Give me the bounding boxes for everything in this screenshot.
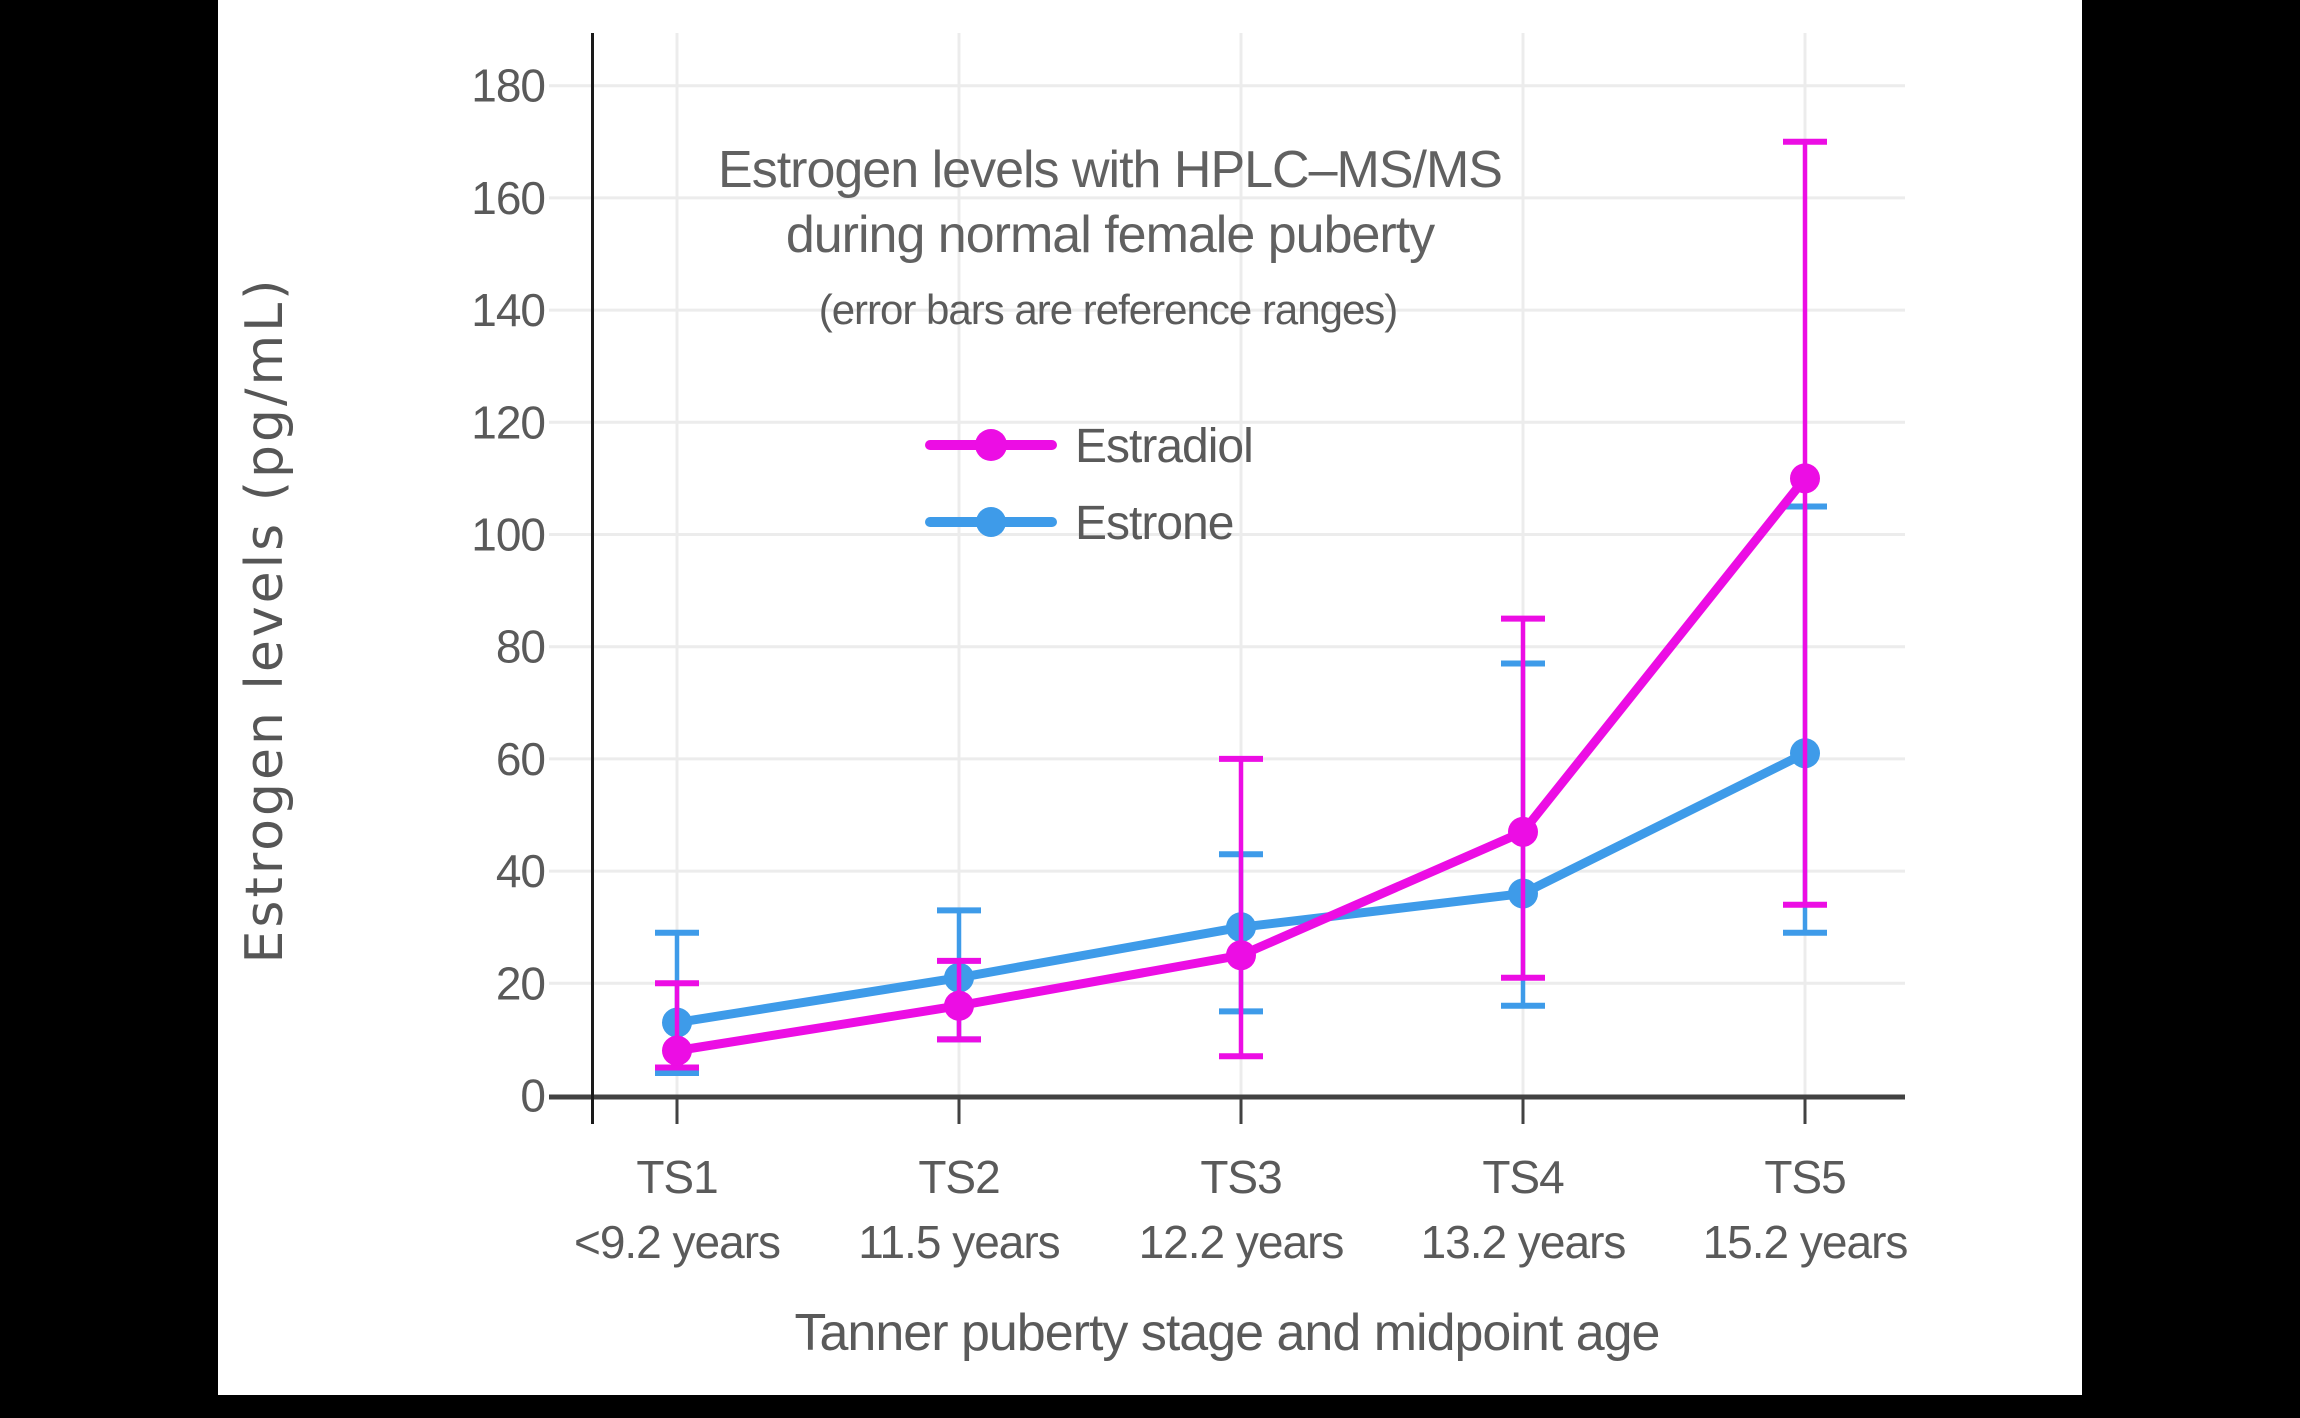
y-tick-label: 40 — [496, 845, 545, 897]
x-tick-sublabel: 13.2 years — [1421, 1216, 1626, 1268]
x-tick-label: TS1 — [636, 1151, 717, 1203]
data-series — [655, 138, 1827, 1077]
estrone-legend-label: Estrone — [1075, 497, 1233, 550]
x-tick-sublabel: 12.2 years — [1139, 1216, 1344, 1268]
data-point-marker — [1508, 816, 1538, 847]
x-axis-title: Tanner puberty stage and midpoint age — [795, 1304, 1660, 1362]
estrone-legend-marker — [976, 507, 1006, 537]
plot-background — [218, 0, 2082, 1395]
x-tick-sublabel: <9.2 years — [574, 1216, 780, 1268]
y-tick-label: 60 — [496, 733, 545, 785]
chart-title-line2: during normal female puberty — [786, 206, 1435, 264]
x-tick-sublabel: 11.5 years — [858, 1216, 1059, 1268]
estradiol-series — [655, 138, 1827, 1071]
y-axis-title: Estrogen levels (pg/mL) — [235, 277, 295, 964]
x-tick-label: TS5 — [1764, 1151, 1845, 1203]
y-tick-label: 0 — [520, 1070, 545, 1122]
x-tick-sublabel: 15.2 years — [1703, 1216, 1908, 1268]
y-tick-label: 80 — [496, 621, 545, 673]
y-tick-labels: 0 20 40 60 80 100 120 140 160 180 — [471, 60, 546, 1122]
data-point-marker — [1790, 463, 1820, 494]
y-tick-label: 140 — [471, 284, 545, 336]
chart-subtitle: (error bars are reference ranges) — [819, 286, 1398, 333]
y-tick-label: 180 — [471, 60, 545, 112]
x-tick-labels: TS1 <9.2 years TS2 11.5 years TS3 12.2 years T… — [574, 1151, 1908, 1268]
x-tick-label: TS4 — [1482, 1151, 1564, 1203]
data-point-marker — [944, 990, 974, 1021]
legend-item-estrone: Estrone — [925, 497, 1234, 550]
legend: Estradiol Estrone — [925, 420, 1254, 550]
x-tick-label: TS2 — [918, 1151, 999, 1203]
data-point-marker — [1226, 940, 1256, 971]
estradiol-legend-label: Estradiol — [1075, 420, 1253, 473]
estradiol-legend-marker — [975, 429, 1007, 461]
y-tick-label: 20 — [496, 957, 545, 1009]
x-tick-label: TS3 — [1200, 1151, 1281, 1203]
legend-item-estradiol: Estradiol — [925, 420, 1254, 473]
axes — [549, 33, 1905, 1124]
y-tick-label: 120 — [471, 396, 545, 448]
chart-title-line1: Estrogen levels with HPLC–MS/MS — [718, 141, 1502, 199]
data-point-marker — [662, 1035, 692, 1066]
y-tick-label: 160 — [471, 172, 545, 224]
x-axis-ticks — [675, 1099, 1807, 1124]
y-tick-label: 100 — [471, 509, 545, 561]
